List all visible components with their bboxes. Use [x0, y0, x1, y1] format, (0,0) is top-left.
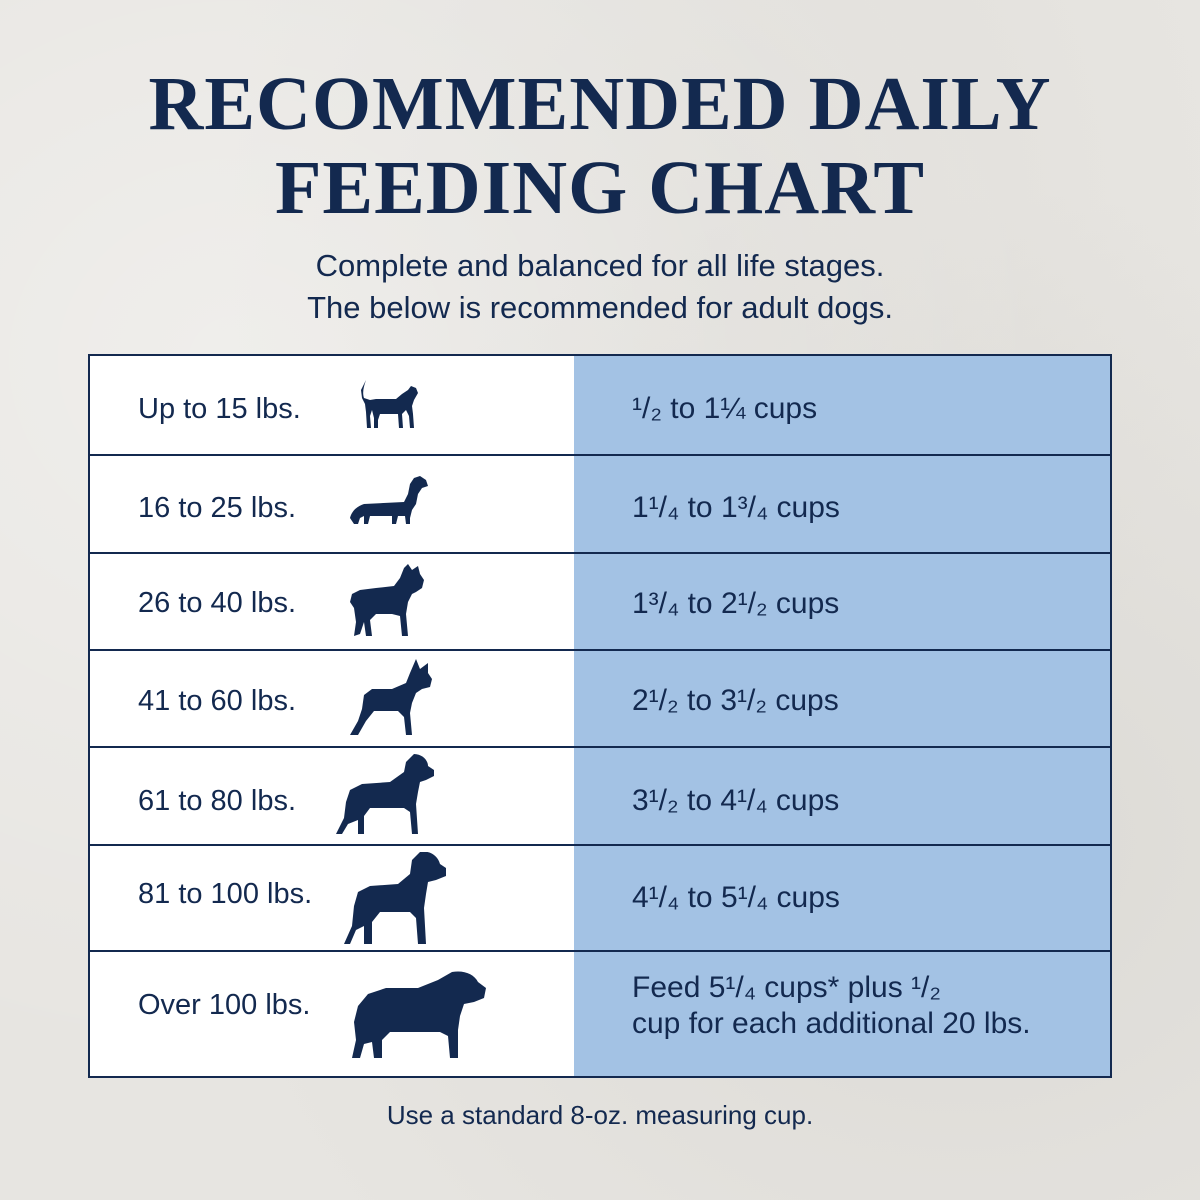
- feeding-table: Up to 15 lbs. ¹/₂ to 1¼ cups 16 to 25 lb…: [88, 354, 1112, 1078]
- amount-label: 1³/₄ to 2¹/₂ cups: [632, 587, 840, 620]
- weight-label: Over 100 lbs.: [138, 989, 311, 1021]
- row-divider: [90, 454, 1110, 456]
- table-row: 61 to 80 lbs. 3¹/₂ to 4¹/₄ cups: [90, 746, 1110, 844]
- amount-label-line-1: Feed 5¹/₄ cups* plus ¹/₂: [632, 971, 942, 1004]
- amount-label: ¹/₂ to 1¼ cups: [632, 392, 818, 425]
- amount-column: [574, 356, 1110, 1076]
- row-divider: [90, 746, 1110, 748]
- amount-label: 2¹/₂ to 3¹/₂ cups: [632, 684, 839, 717]
- amount-label-line-2: cup for each additional 20 lbs.: [632, 1007, 1031, 1040]
- amount-label: 1¹/₄ to 1³/₄ cups: [632, 491, 840, 524]
- amount-label: 4¹/₄ to 5¹/₄ cups: [632, 881, 840, 914]
- table-row: 16 to 25 lbs. 1¹/₄ to 1³/₄ cups: [90, 454, 1110, 552]
- mastiff-icon: [352, 971, 486, 1058]
- weight-label: 81 to 100 lbs.: [138, 878, 313, 910]
- row-divider: [90, 649, 1110, 651]
- table-row: 81 to 100 lbs. 4¹/₄ to 5¹/₄ cups: [90, 844, 1110, 950]
- weight-label: 26 to 40 lbs.: [138, 587, 296, 619]
- table-row: 26 to 40 lbs. 1³/₄ to 2¹/₂ cups: [90, 552, 1110, 649]
- page-title-line-1: RECOMMENDED DAILY: [148, 62, 1052, 146]
- boxer-icon: [350, 659, 432, 735]
- page-title-line-2: FEEDING CHART: [274, 146, 926, 230]
- weight-label: Up to 15 lbs.: [138, 393, 301, 425]
- weight-label: 16 to 25 lbs.: [138, 492, 296, 524]
- table-row: 41 to 60 lbs. 2¹/₂ to 3¹/₂ cups: [90, 649, 1110, 746]
- weight-label: 41 to 60 lbs.: [138, 685, 296, 717]
- small-dog-icon: [361, 380, 418, 428]
- large-dog-icon: [344, 852, 446, 944]
- weight-label: 61 to 80 lbs.: [138, 785, 296, 817]
- amount-label: 3¹/₂ to 4¹/₄ cups: [632, 784, 840, 817]
- row-divider: [90, 844, 1110, 846]
- table-row: Up to 15 lbs. ¹/₂ to 1¼ cups: [90, 356, 1110, 454]
- rottweiler-icon: [336, 754, 434, 834]
- table-row: Over 100 lbs. Feed 5¹/₄ cups* plus ¹/₂ c…: [90, 950, 1110, 1076]
- subtitle-line-1: Complete and balanced for all life stage…: [315, 248, 885, 283]
- row-divider: [90, 950, 1110, 952]
- bulldog-icon: [350, 564, 424, 636]
- row-divider: [90, 552, 1110, 554]
- dachshund-icon: [350, 476, 428, 524]
- subtitle-line-2: The below is recommended for adult dogs.: [307, 290, 893, 325]
- footnote: Use a standard 8-oz. measuring cup.: [386, 1100, 814, 1130]
